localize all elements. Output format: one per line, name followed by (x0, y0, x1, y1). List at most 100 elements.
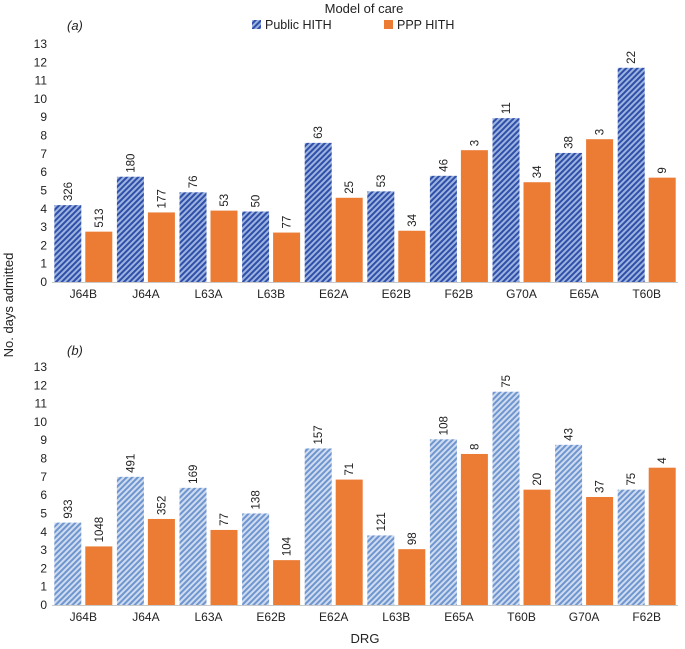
panel-b-x-tick-label: T60B (507, 610, 536, 624)
panel-b-y-tick-label: 11 (35, 397, 48, 411)
panel-a-label: (a) (67, 18, 83, 33)
panel-b-data-label: 77 (219, 513, 231, 526)
panel-b-bar-ppp (273, 560, 301, 605)
panel-b-y-tick-label: 1 (40, 580, 47, 594)
panel-b-bar-public (179, 487, 207, 605)
panel-b-data-label: 71 (344, 463, 356, 476)
panel-a-x-tick-label: G70A (506, 287, 537, 301)
panel-a-bar-ppp (586, 139, 614, 282)
y-axis-title: No. days admitted (1, 253, 16, 358)
panel-a-bar-public (492, 118, 520, 283)
panel-a-data-label: 326 (63, 182, 75, 201)
panel-a-bar-public (555, 152, 583, 282)
legend-swatch-public (252, 20, 261, 29)
panel-b-x-tick-label: E62A (319, 610, 348, 624)
panel-b-bar-ppp (460, 453, 488, 605)
panel-a-y-tick-label: 4 (40, 202, 47, 216)
panel-a-x-tick-label: J64B (70, 287, 97, 301)
panel-a-y-tick-label: 13 (34, 37, 48, 51)
panel-b-y-tick-label: 6 (40, 488, 47, 502)
panel-b-data-label: 169 (188, 465, 200, 484)
panel-b-x-tick-label: F62B (632, 610, 661, 624)
x-axis-title: DRG (351, 631, 380, 646)
panel-b-x-tick-label: L63B (382, 610, 410, 624)
panel-a-data-label: 180 (125, 154, 137, 173)
panel-b-data-label: 121 (376, 512, 388, 531)
panel-a-x-tick-label: E62B (382, 287, 411, 301)
panel-b-bar-ppp (586, 496, 614, 605)
panel-b-data-label: 98 (407, 532, 419, 545)
panel-b-data-label: 1048 (94, 517, 106, 543)
panel-a-y-tick-label: 0 (40, 275, 47, 289)
panel-a-bar-ppp (398, 230, 426, 282)
panel-a-x-tick-label: T60B (632, 287, 661, 301)
panel-a-bar-ppp (273, 232, 301, 282)
legend-title: Model of care (325, 1, 404, 16)
panel-b-bar-ppp (85, 546, 113, 605)
panel-b-bar-public (617, 489, 645, 605)
panel-b-y-tick-label: 12 (34, 378, 48, 392)
panel-a-y-tick-label: 12 (34, 55, 48, 69)
panel-b-data-label: 43 (564, 428, 576, 441)
panel-b-bar-public (242, 513, 270, 605)
panel-b-y-tick-label: 13 (34, 360, 48, 374)
panel-a-data-label: 63 (313, 126, 325, 139)
panel-b-data-label: 75 (501, 375, 513, 388)
panel-b-data-label: 104 (282, 536, 294, 556)
panel-a-data-label: 177 (156, 189, 168, 208)
panel-a-data-label: 53 (219, 194, 231, 207)
panel-a-x-tick-label: L63B (257, 287, 285, 301)
panel-a-bar-public (304, 142, 332, 282)
panel-a-data-label: 34 (407, 213, 419, 226)
panel-a-bar-public (179, 192, 207, 282)
panel-b-data-label: 138 (251, 490, 263, 509)
panel-a-y-tick-label: 8 (40, 129, 47, 143)
panel-a-data-label: 3 (595, 129, 607, 135)
panel-b: (b) 012345678910111213J64B9331048J64A491… (34, 343, 678, 624)
panel-b-y-tick-label: 10 (34, 415, 48, 429)
panel-b-x-tick-label: J64B (70, 610, 97, 624)
legend-label-ppp: PPP HITH (397, 18, 454, 32)
panel-a-data-label: 53 (376, 175, 388, 188)
panel-b-data-label: 8 (469, 444, 481, 450)
panel-b-data-label: 491 (125, 454, 137, 473)
panel-b-bar-public (54, 522, 82, 605)
panel-b-y-tick-label: 9 (40, 433, 47, 447)
panel-a-y-tick-label: 9 (40, 110, 47, 124)
panel-a-bar-public (429, 175, 457, 282)
legend: Model of care Public HITH PPP HITH (252, 1, 454, 32)
panel-a-bar-public (116, 176, 144, 282)
panel-b-bar-ppp (648, 467, 676, 605)
panel-b-y-tick-label: 4 (40, 525, 47, 539)
panel-b-bar-public (304, 448, 332, 605)
legend-swatch-ppp (384, 20, 393, 29)
panel-a-data-label: 25 (344, 181, 356, 194)
panel-a: (a) 012345678910111213J64B326513J64A1801… (34, 18, 678, 301)
panel-a-data-label: 34 (532, 165, 544, 178)
panel-a-bar-ppp (648, 177, 676, 282)
panel-a-bar-ppp (335, 197, 363, 282)
panel-b-bar-public (555, 444, 583, 605)
panel-a-bar-ppp (460, 150, 488, 282)
panel-b-y-tick-label: 2 (40, 561, 47, 575)
panel-b-x-tick-label: J64A (132, 610, 159, 624)
panel-a-y-tick-label: 7 (40, 147, 47, 161)
panel-a-data-label: 11 (501, 102, 513, 114)
panel-b-bar-ppp (398, 549, 426, 605)
panel-b-y-tick-label: 5 (40, 506, 47, 520)
panel-b-data-label: 20 (532, 473, 544, 486)
panel-b-y-tick-label: 3 (40, 543, 47, 557)
panel-b-data-label: 108 (438, 416, 450, 435)
panel-a-y-tick-label: 5 (40, 183, 47, 197)
panel-b-x-tick-label: G70A (569, 610, 600, 624)
panel-a-x-tick-label: J64A (132, 287, 159, 301)
panel-b-x-tick-label: E62B (256, 610, 285, 624)
panel-a-x-tick-label: E65A (569, 287, 598, 301)
panel-a-bar-ppp (210, 210, 238, 282)
legend-label-public: Public HITH (265, 18, 332, 32)
panel-a-bar-public (242, 211, 270, 282)
panel-a-y-tick-label: 1 (40, 257, 47, 271)
panel-b-bar-public (116, 476, 144, 605)
panel-b-bar-ppp (335, 479, 363, 605)
